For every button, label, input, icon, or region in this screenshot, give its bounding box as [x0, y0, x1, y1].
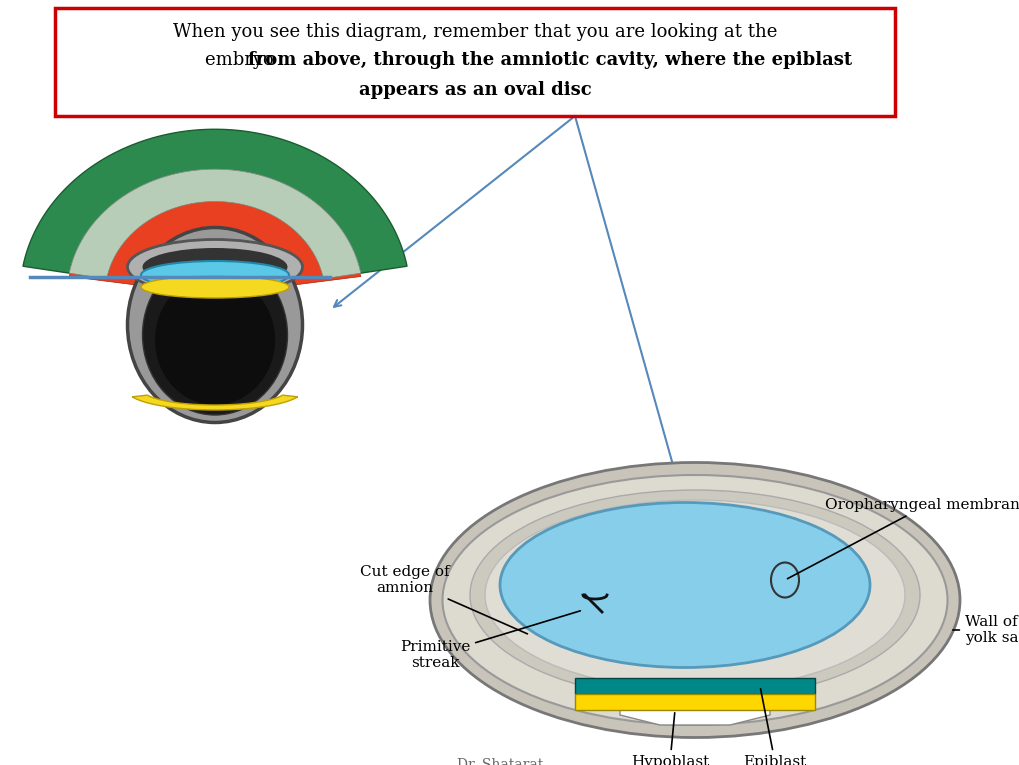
Text: from above, through the amniotic cavity, where the epiblast: from above, through the amniotic cavity,… [248, 51, 851, 69]
Polygon shape [69, 169, 361, 278]
Ellipse shape [430, 463, 959, 737]
Polygon shape [23, 129, 407, 274]
FancyBboxPatch shape [575, 694, 814, 710]
Text: Hypoblast: Hypoblast [631, 713, 708, 765]
FancyBboxPatch shape [55, 8, 894, 116]
Ellipse shape [127, 227, 303, 422]
Ellipse shape [484, 500, 904, 690]
Ellipse shape [499, 503, 869, 668]
Ellipse shape [470, 490, 919, 700]
Ellipse shape [143, 248, 287, 286]
Ellipse shape [143, 255, 287, 415]
Text: When you see this diagram, remember that you are looking at the: When you see this diagram, remember that… [172, 23, 776, 41]
Text: Wall of
yolk sac: Wall of yolk sac [952, 615, 1019, 645]
Polygon shape [69, 169, 361, 278]
Ellipse shape [127, 239, 303, 295]
Text: Dr. Shatarat: Dr. Shatarat [457, 758, 542, 765]
Text: Epiblast: Epiblast [743, 688, 806, 765]
Text: embryo: embryo [205, 51, 279, 69]
FancyBboxPatch shape [575, 678, 814, 694]
Text: Cut edge of
amnion: Cut edge of amnion [360, 565, 527, 634]
Polygon shape [132, 396, 298, 410]
Ellipse shape [141, 276, 288, 298]
Ellipse shape [141, 261, 288, 289]
Text: Primitive
streak: Primitive streak [399, 610, 580, 670]
Text: Oropharyngeal membrane: Oropharyngeal membrane [787, 498, 1019, 578]
Polygon shape [69, 188, 361, 288]
Text: appears as an oval disc: appears as an oval disc [359, 81, 591, 99]
Polygon shape [620, 685, 769, 725]
Ellipse shape [155, 275, 275, 405]
Ellipse shape [442, 475, 947, 725]
